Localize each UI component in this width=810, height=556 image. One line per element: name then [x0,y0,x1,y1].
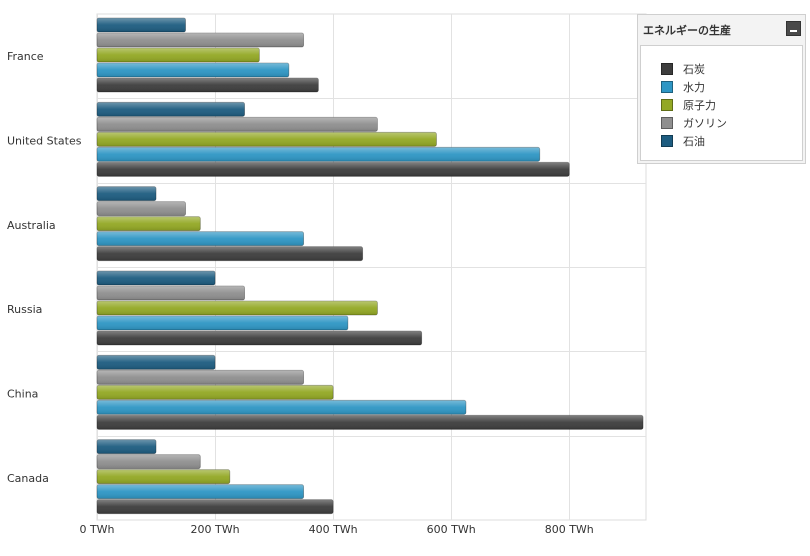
bar-highlight [97,63,289,77]
legend-swatch [661,99,673,111]
bar-highlight [97,216,201,231]
legend-body: 石炭 水力 原子力 ガソリン 石油 [640,45,803,161]
legend-panel: エネルギーの生産 石炭 水力 原子力 ガソリン 石油 [637,14,806,164]
grid [96,13,647,521]
legend-item-coal: 石炭 [641,60,802,78]
legend-swatch [661,117,673,129]
legend-label: ガソリン [683,117,727,130]
bar-highlight [97,246,363,261]
bar-highlight [97,370,304,385]
bars [96,17,644,515]
legend-item-hydro: 水力 [641,78,802,96]
legend-title: エネルギーの生産 [643,24,731,37]
legend-item-oil: 石油 [641,132,802,150]
x-tick-label: 0 TWh [79,523,114,536]
bar-highlight [97,499,334,514]
bar-highlight [97,415,644,430]
bar-highlight [97,301,378,315]
legend-swatch [661,63,673,75]
bar-highlight [97,231,304,246]
category-label: France [7,50,44,63]
x-axis-tick-labels: 0 TWh 200 TWh 400 TWh 600 TWh 800 TWh [79,523,593,536]
bar-highlight [97,331,422,345]
x-tick-label: 200 TWh [191,523,240,536]
bar-highlight [97,162,570,177]
legend-label: 原子力 [683,99,716,112]
category-label: China [7,388,38,401]
bar-highlight [97,102,245,117]
bar-highlight [97,132,437,147]
bar-highlight [97,18,186,32]
x-tick-label: 600 TWh [427,523,476,536]
bar-highlight [97,439,157,454]
category-label: Russia [7,303,42,316]
bar-highlight [97,271,216,285]
minus-icon [790,30,797,32]
legend-item-nuclear: 原子力 [641,96,802,114]
category-label: Australia [7,219,56,232]
bar-highlight [97,484,304,499]
legend-label: 水力 [683,81,705,94]
bar-highlight [97,385,334,400]
x-tick-label: 800 TWh [545,523,594,536]
legend-header: エネルギーの生産 [638,15,805,43]
legend-swatch [661,81,673,93]
legend-collapse-button[interactable] [786,21,801,36]
x-tick-label: 400 TWh [309,523,358,536]
bar-highlight [97,48,260,62]
category-label: United States [7,135,82,148]
bar-highlight [97,147,540,162]
legend-item-gas: ガソリン [641,114,802,132]
legend-label: 石油 [683,135,705,148]
bar-highlight [97,78,319,92]
category-label: Canada [7,472,49,485]
category-labels: France United States Australia Russia China C… [7,50,82,485]
legend-swatch [661,135,673,147]
bar-highlight [97,117,378,132]
bar-highlight [97,454,201,469]
bar-highlight [97,201,186,216]
bar-highlight [97,400,466,415]
bar-highlight [97,186,157,201]
bar-highlight [97,286,245,300]
bar-highlight [97,316,348,330]
bar-highlight [97,355,216,370]
legend-label: 石炭 [683,63,705,76]
bar-highlight [97,33,304,47]
bar-highlight [97,469,230,484]
